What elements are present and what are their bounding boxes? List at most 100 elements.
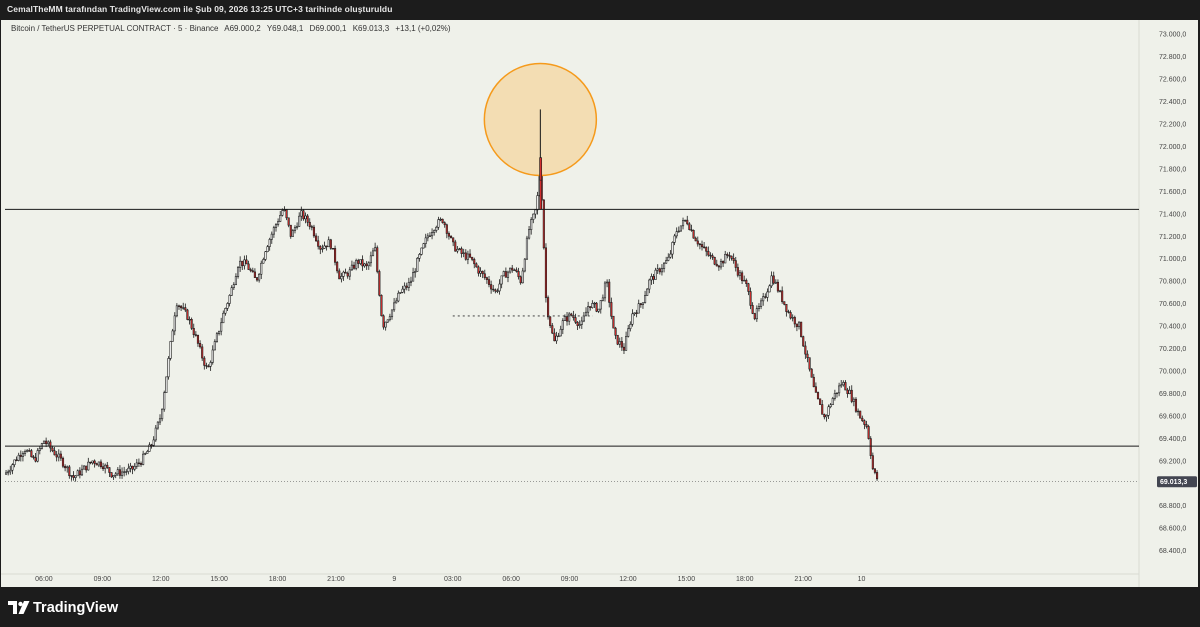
candle-body <box>57 453 60 458</box>
candle-body <box>45 440 48 445</box>
candlestick-chart[interactable]: 73.000,0 72.800,0 72.600,0 72.400,0 72.200,0… <box>1 20 1198 587</box>
candle-body <box>154 427 157 441</box>
candle-body <box>804 345 807 355</box>
candle-body <box>110 472 113 478</box>
x-tick-label: 9 <box>392 576 396 583</box>
candle-body <box>551 325 554 334</box>
candle-body <box>732 258 735 261</box>
candle-body <box>563 316 566 321</box>
candle-body <box>690 229 693 231</box>
candle-body <box>365 263 368 267</box>
tradingview-brand[interactable]: TradingView <box>8 598 118 618</box>
x-tick-label: 15:00 <box>678 576 696 583</box>
chart-frame[interactable]: 73.000,0 72.800,0 72.600,0 72.400,0 72.200,0… <box>1 20 1198 587</box>
candle-body <box>190 319 193 329</box>
candle-body <box>344 271 347 274</box>
candle-body <box>338 270 341 280</box>
candle-body <box>321 248 324 250</box>
candle-body <box>220 322 223 332</box>
x-tick-label: 12:00 <box>619 576 637 583</box>
candle-body <box>618 341 621 345</box>
candle-body <box>296 226 299 228</box>
candle-body <box>156 421 159 429</box>
candle-body <box>844 382 847 391</box>
candle-body <box>249 269 252 272</box>
candle-body <box>589 306 592 308</box>
candle-body <box>209 362 212 367</box>
candle-body <box>397 292 400 302</box>
candle-body <box>173 315 176 332</box>
candle-body <box>405 285 408 288</box>
candle-body <box>523 258 526 272</box>
candle-body <box>80 468 84 476</box>
candle-body <box>629 323 632 330</box>
spike-body-overlay <box>539 157 543 181</box>
candle-body <box>384 321 387 328</box>
candle-body <box>47 441 50 445</box>
candle-body <box>612 315 615 329</box>
candle-body <box>49 441 52 449</box>
candle-body <box>59 453 62 459</box>
candle-body <box>675 231 678 237</box>
candle-body <box>137 462 140 465</box>
candle-body <box>762 296 765 302</box>
candle-body <box>865 424 868 427</box>
candle-body <box>876 472 879 480</box>
candle-body <box>848 389 851 395</box>
y-tick-label: 72.800,0 <box>1159 54 1186 61</box>
candle-body <box>599 300 602 310</box>
candle-body <box>776 281 779 292</box>
candle-body <box>327 239 330 248</box>
candle-body <box>610 302 613 317</box>
candle-body <box>186 309 189 320</box>
candle-body <box>464 252 467 260</box>
candle-body <box>211 349 214 363</box>
candle-body <box>224 308 227 314</box>
candle-body <box>104 464 107 470</box>
candle-body <box>521 270 524 284</box>
candle-body <box>757 306 761 309</box>
footer-bar <box>0 588 1200 627</box>
candle-body <box>728 255 731 257</box>
candle-body <box>359 259 362 264</box>
candle-body <box>264 251 267 260</box>
candle-body <box>285 209 288 219</box>
x-tick-label: 09:00 <box>94 576 112 583</box>
candle-body <box>106 464 109 468</box>
candle-body <box>234 276 237 285</box>
y-tick-label: 71.000,0 <box>1159 256 1186 263</box>
candle-body <box>146 451 149 454</box>
candle-body <box>407 282 410 288</box>
candle-body <box>19 454 22 457</box>
candle-body <box>207 365 210 368</box>
candle-body <box>270 233 273 240</box>
candle-body <box>595 302 598 312</box>
candle-body <box>662 262 666 269</box>
candle-body <box>228 295 231 304</box>
candle-body <box>97 461 100 466</box>
candle-body <box>774 281 777 284</box>
y-tick-label: 71.200,0 <box>1159 234 1186 241</box>
legend-open: A69.000,2 <box>224 24 261 33</box>
candle-body <box>393 302 396 311</box>
candle-body <box>289 224 292 237</box>
header-bar: CemalTheMM tarafından TradingView.com il… <box>0 0 1200 20</box>
candle-body <box>854 398 858 412</box>
candle-body <box>148 444 151 452</box>
candle-body <box>627 328 630 337</box>
candle-body <box>129 465 132 469</box>
candle-body <box>873 468 877 473</box>
candle-body <box>11 464 14 471</box>
candle-body <box>525 237 529 260</box>
candle-body <box>114 473 117 476</box>
candle-body <box>64 465 67 469</box>
candle-body <box>601 297 604 301</box>
candle-body <box>300 210 303 217</box>
candle-body <box>251 270 254 273</box>
candle-body <box>821 404 824 415</box>
candle-body <box>532 213 535 220</box>
candle-body <box>487 279 491 285</box>
candle-body <box>142 453 145 465</box>
candle-body <box>502 271 505 277</box>
candle-body <box>325 245 328 248</box>
